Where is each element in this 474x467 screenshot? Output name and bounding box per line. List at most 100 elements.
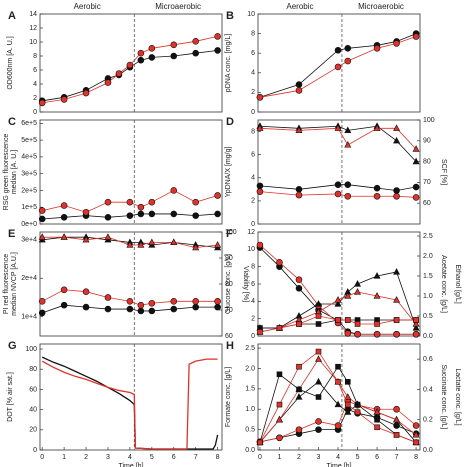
marker-circle — [192, 37, 199, 45]
y-tick-label: 8 — [251, 30, 255, 37]
series-line — [259, 315, 417, 333]
marker-triangle — [315, 300, 323, 307]
marker-triangle — [295, 393, 303, 400]
marker-square — [335, 379, 341, 385]
marker-circle — [137, 56, 145, 64]
marker-circle — [104, 305, 112, 313]
marker-square — [354, 401, 361, 408]
marker-circle — [170, 52, 178, 60]
y2-tick-label: 100 — [225, 229, 237, 236]
marker-circle — [126, 298, 134, 305]
marker-circle — [104, 294, 112, 301]
marker-circle — [373, 44, 381, 52]
marker-circle — [393, 405, 400, 413]
y-tick-label: 10 — [247, 11, 255, 18]
marker-triangle — [334, 124, 342, 131]
marker-circle — [38, 207, 46, 214]
marker-triangle — [344, 393, 352, 400]
marker-circle — [214, 210, 221, 218]
marker-triangle — [344, 126, 352, 133]
marker-circle — [38, 298, 46, 305]
series-line — [259, 244, 417, 335]
series-line — [42, 189, 218, 213]
y-tick-label: 2 — [251, 198, 255, 205]
marker-circle — [295, 276, 303, 283]
series-line — [259, 125, 417, 162]
y2-tick-label: 0.5 — [423, 313, 433, 320]
marker-square — [276, 401, 283, 408]
marker-circle — [82, 208, 90, 216]
panel-letter: B — [226, 10, 234, 22]
y-tick-label: 0.0 — [245, 447, 255, 454]
series-line — [259, 400, 417, 443]
marker-circle — [170, 298, 178, 305]
marker-circle — [126, 212, 134, 219]
x-axis-label: Time [h] — [326, 463, 351, 467]
marker-triangle — [373, 272, 381, 279]
marker-triangle — [393, 124, 401, 131]
marker-square — [315, 394, 322, 400]
marker-circle — [148, 210, 156, 218]
y-axis-label: pDNA conc. [mg/L] — [225, 34, 232, 92]
y-axis-label: OD600nm [A. U.] — [7, 36, 14, 89]
y-tick-label: 0.5 — [245, 426, 255, 433]
y-tick-label: 1.0 — [245, 406, 255, 413]
x-tick-label: 2 — [297, 454, 301, 461]
y-tick-label: 4 — [251, 70, 255, 77]
marker-circle — [334, 190, 342, 198]
x-tick-label: 1 — [278, 454, 282, 461]
x-tick-label: 5 — [356, 454, 360, 461]
marker-circle — [334, 63, 342, 71]
y-tick-label: 6 — [251, 50, 255, 57]
marker-circle — [373, 184, 381, 192]
y-tick-label: 12 — [247, 229, 255, 236]
marker-triangle — [275, 415, 283, 423]
y-tick-label: 2e+5 — [21, 187, 37, 194]
marker-circle — [276, 434, 283, 442]
y-tick-label: 2 — [33, 95, 37, 102]
y-tick-label: 2.0 — [245, 365, 255, 372]
y2-axis-label: Viability [%] — [242, 266, 249, 302]
marker-circle — [214, 303, 221, 311]
x-tick-label: 2 — [84, 454, 88, 461]
plot-frame — [257, 343, 421, 451]
series-line — [259, 350, 417, 443]
marker-circle — [295, 426, 303, 433]
y2-tick-label: 100 — [423, 117, 435, 124]
y2-tick-label: 80 — [225, 281, 233, 288]
plot-frame — [257, 119, 421, 225]
marker-circle — [170, 305, 178, 313]
y-tick-label: 2.5 — [245, 345, 255, 352]
marker-circle — [148, 198, 156, 206]
marker-square — [315, 313, 322, 319]
marker-triangle — [393, 268, 401, 275]
panel-letter: H — [226, 340, 234, 352]
marker-circle — [137, 210, 145, 218]
y-tick-label: 2 — [251, 316, 255, 323]
y-tick-label: 100 — [25, 346, 37, 353]
y2-tick-label: 0.4 — [423, 386, 433, 393]
y-axis-label: median NVCP [A.U.] — [11, 252, 18, 316]
marker-triangle — [170, 238, 178, 245]
marker-circle — [354, 330, 361, 338]
x-tick-label: 6 — [375, 454, 379, 461]
series-line — [42, 236, 218, 249]
series-line — [259, 358, 417, 443]
marker-square — [374, 321, 380, 327]
marker-circle — [295, 186, 303, 193]
marker-circle — [148, 44, 156, 52]
marker-circle — [170, 41, 178, 49]
marker-circle — [192, 49, 199, 57]
marker-square — [257, 439, 263, 446]
marker-circle — [344, 57, 352, 65]
marker-circle — [412, 330, 420, 338]
marker-circle — [104, 213, 112, 221]
panel-letter: A — [8, 10, 16, 22]
y-tick-label: 0 — [251, 221, 255, 228]
marker-circle — [393, 192, 400, 200]
x-tick-label: 3 — [317, 454, 321, 461]
y2-axis-label: SCF [%] — [440, 159, 447, 185]
y-tick-label: 0 — [251, 109, 255, 116]
marker-circle — [412, 194, 420, 201]
y-tick-label: 1.5 — [245, 386, 255, 393]
